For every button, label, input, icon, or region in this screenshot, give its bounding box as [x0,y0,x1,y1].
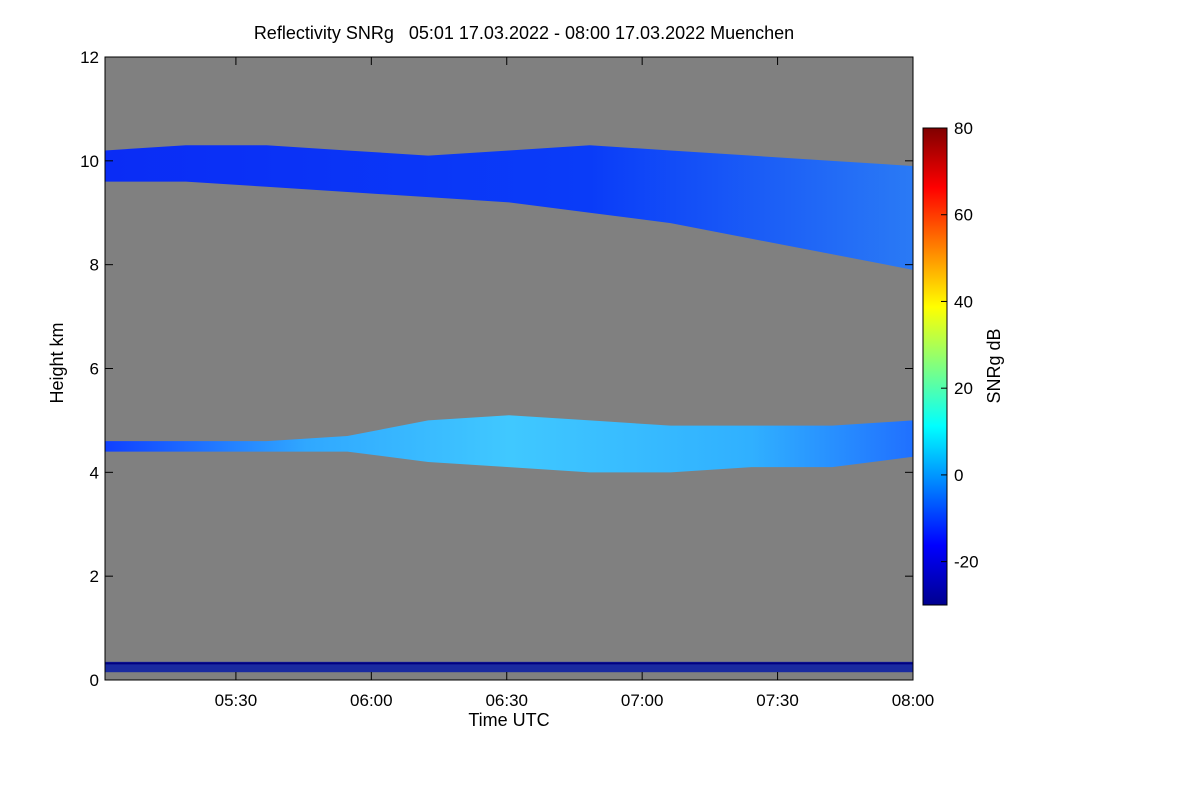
x-tick-label: 08:00 [892,691,935,710]
colorbar-tick-label: 80 [954,119,973,138]
colorbar-tick-label: -20 [954,553,979,572]
y-tick-label: 12 [80,48,99,67]
surface-echo-band [105,661,913,673]
x-axis-title: Time UTC [468,710,549,730]
y-tick-label: 8 [90,256,99,275]
chart-title: Reflectivity SNRg 05:01 17.03.2022 - 08:… [254,23,794,43]
colorbar: -20 0 20 40 60 80 SNRg dB [922,119,1004,606]
y-tick-label: 6 [90,360,99,379]
cloud-layer-1 [105,145,913,270]
colorbar-ticks: -20 0 20 40 60 80 [941,119,979,572]
x-tick-label: 06:00 [350,691,393,710]
y-tick-label: 10 [80,152,99,171]
x-tick-label: 07:30 [756,691,799,710]
x-axis: 05:30 06:00 06:30 07:00 07:30 08:00 [215,57,935,710]
colorbar-tick-label: 60 [954,206,973,225]
colorbar-tick-label: 20 [954,379,973,398]
colorbar-tick-label: 0 [954,466,963,485]
y-tick-label: 4 [90,463,99,482]
y-axis: 0 2 4 6 8 10 12 [80,48,913,690]
colorbar-gradient [922,127,948,606]
y-axis-title: Height km [47,322,67,403]
y-tick-label: 0 [90,671,99,690]
plot-area [104,56,914,681]
x-tick-label: 05:30 [215,691,258,710]
x-tick-label: 06:30 [485,691,528,710]
colorbar-title: SNRg dB [984,328,1004,403]
cloud-layers [105,145,913,673]
colorbar-tick-label: 40 [954,292,973,311]
x-tick-label: 07:00 [621,691,664,710]
cloud-layer-2 [105,415,913,473]
y-tick-label: 2 [90,567,99,586]
